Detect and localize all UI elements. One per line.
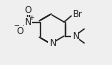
Text: +: +: [28, 15, 34, 21]
Text: −: −: [13, 23, 19, 29]
Text: O: O: [24, 6, 31, 15]
Text: N: N: [25, 17, 31, 27]
Text: Br: Br: [73, 9, 83, 19]
Text: N: N: [72, 32, 79, 40]
Text: N: N: [49, 38, 55, 48]
Text: O: O: [16, 27, 23, 35]
